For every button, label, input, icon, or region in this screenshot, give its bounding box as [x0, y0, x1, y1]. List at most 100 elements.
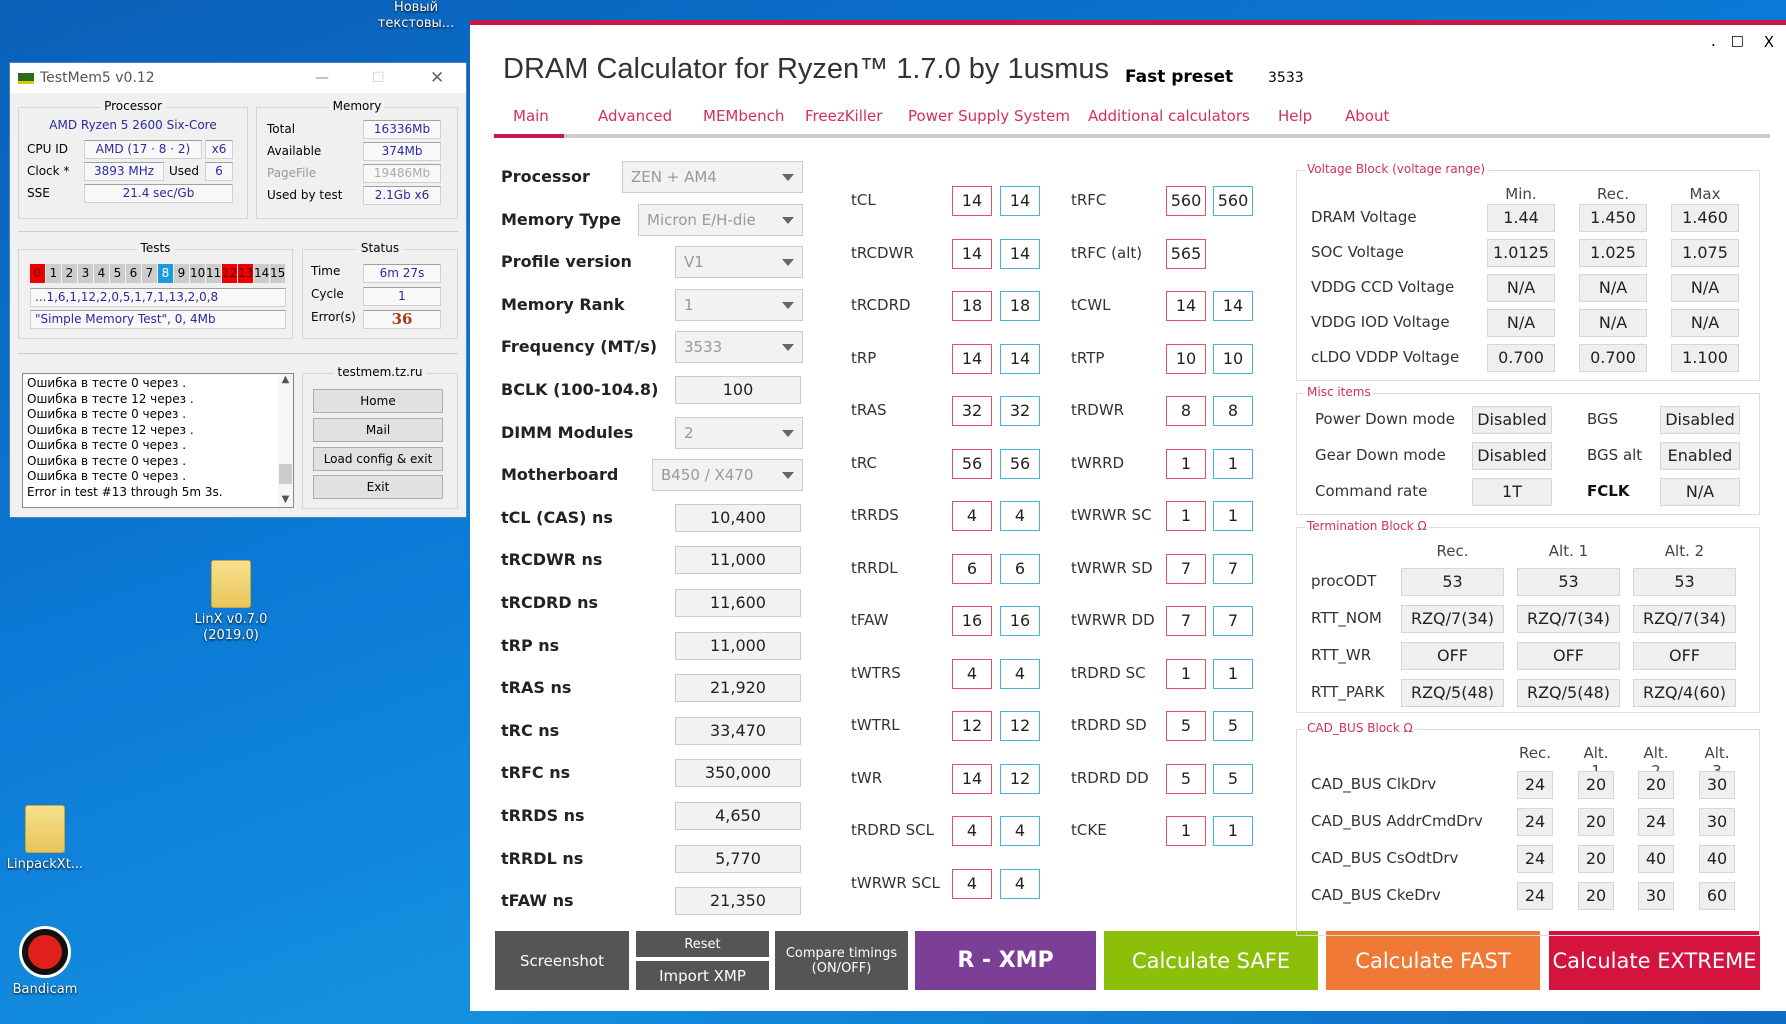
maximize-button[interactable]: □	[1730, 33, 1744, 49]
tab-advanced[interactable]: Advanced	[598, 107, 673, 125]
close-button[interactable]: ✕	[430, 68, 445, 88]
timing-value-alt-tcwl[interactable]: 14	[1213, 291, 1253, 321]
timing-value-alt-twrwr-dd[interactable]: 7	[1213, 606, 1253, 636]
tab-power-supply-system[interactable]: Power Supply System	[908, 107, 1070, 125]
timing-value-alt-trcdwr[interactable]: 14	[1000, 238, 1040, 269]
timing-value-alt-tcke[interactable]: 1	[1213, 816, 1253, 846]
timing-value-alt-tfaw[interactable]: 16	[1000, 606, 1040, 636]
timing-value-trtp[interactable]: 10	[1166, 343, 1206, 374]
tab-help[interactable]: Help	[1278, 107, 1313, 125]
exit-button[interactable]: Exit	[313, 475, 443, 499]
timing-value-tfaw[interactable]: 16	[952, 606, 992, 636]
home-button[interactable]: Home	[313, 389, 443, 413]
timing-value-tcke[interactable]: 1	[1166, 816, 1206, 846]
timing-value-tcwl[interactable]: 14	[1166, 291, 1206, 321]
select-processor[interactable]: ZEN + AM4	[622, 161, 803, 193]
log-list[interactable]: Ошибка в тесте 0 через . Ошибка в тесте 1…	[22, 373, 294, 508]
minimize-button[interactable]: —	[315, 70, 329, 86]
r-xmp-button[interactable]: R - XMP	[915, 931, 1096, 990]
timing-value-alt-tras[interactable]: 32	[1000, 396, 1040, 426]
mail-button[interactable]: Mail	[313, 418, 443, 442]
timing-value-alt-trcdrd[interactable]: 18	[1000, 291, 1040, 321]
timing-value-alt-trtp[interactable]: 10	[1213, 343, 1253, 374]
timing-value-trdwr[interactable]: 8	[1166, 396, 1206, 426]
scrollbar-thumb[interactable]	[279, 464, 292, 484]
tab-about[interactable]: About	[1345, 107, 1390, 125]
input-trrdl[interactable]: 5,770	[675, 844, 801, 873]
minimize-button[interactable]: .	[1710, 31, 1716, 50]
timing-value-tras[interactable]: 32	[952, 396, 992, 426]
timing-value-trdrd-scl[interactable]: 4	[952, 816, 992, 846]
timing-value-alt-twrrd[interactable]: 1	[1213, 448, 1253, 479]
input-bclk[interactable]: 100	[675, 376, 801, 404]
compare-timings-button[interactable]: Compare timings (ON/OFF)	[775, 931, 908, 990]
desktop-icon-linpack[interactable]: LinpackXt...	[0, 805, 90, 873]
select-dimm[interactable]: 2	[675, 416, 803, 449]
input-trp[interactable]: 11,000	[675, 631, 801, 660]
log-scrollbar[interactable]: ▲ ▼	[278, 374, 293, 507]
timing-value-twtrs[interactable]: 4	[952, 658, 992, 689]
timing-value-alt-twrwr-sc[interactable]: 1	[1213, 501, 1253, 531]
import-xmp-button[interactable]: Import XMP	[636, 961, 769, 990]
select-frequency[interactable]: 3533	[675, 331, 803, 364]
timing-value-alt-twtrl[interactable]: 12	[1000, 711, 1040, 741]
calculate-safe-button[interactable]: Calculate SAFE	[1104, 931, 1318, 990]
timing-value-trrdl[interactable]: 6	[952, 553, 992, 584]
desktop-icon-bandicam[interactable]: Bandicam	[0, 926, 90, 998]
tab-membench[interactable]: MEMbench	[703, 107, 785, 125]
tab-additional-calculators[interactable]: Additional calculators	[1088, 107, 1250, 125]
timing-value-alt-trfc[interactable]: 560	[1213, 186, 1253, 216]
input-trrds[interactable]: 4,650	[675, 802, 801, 830]
input-tcl[interactable]: 10,400	[675, 503, 801, 532]
select-memory[interactable]: 1	[675, 288, 803, 321]
timing-value-trcdrd[interactable]: 18	[952, 291, 992, 321]
timing-value-trcdwr[interactable]: 14	[952, 238, 992, 269]
timing-value-alt-trdrd-sc[interactable]: 1	[1213, 658, 1253, 689]
timing-value-trp[interactable]: 14	[952, 343, 992, 374]
input-trcdrd[interactable]: 11,600	[675, 589, 801, 617]
input-trc[interactable]: 33,470	[675, 716, 801, 745]
timing-value-twrwr-sc[interactable]: 1	[1166, 501, 1206, 531]
load-config-exit-button[interactable]: Load config & exit	[313, 447, 443, 471]
timing-value-alt-trrds[interactable]: 4	[1000, 501, 1040, 531]
timing-value-alt-tcl[interactable]: 14	[1000, 186, 1040, 216]
timing-value-alt-twtrs[interactable]: 4	[1000, 658, 1040, 689]
timing-value-trc[interactable]: 56	[952, 448, 992, 479]
timing-value-alt-twrwr-scl[interactable]: 4	[1000, 868, 1040, 899]
timing-value-alt-trdwr[interactable]: 8	[1213, 396, 1253, 426]
close-button[interactable]: X	[1763, 33, 1774, 51]
input-trfc[interactable]: 350,000	[675, 759, 801, 788]
calculate-extreme-button[interactable]: Calculate EXTREME	[1549, 931, 1760, 990]
tab-main[interactable]: Main	[513, 107, 549, 125]
timing-value-twtrl[interactable]: 12	[952, 711, 992, 741]
input-trcdwr[interactable]: 11,000	[675, 546, 801, 575]
calculate-fast-button[interactable]: Calculate FAST	[1326, 931, 1540, 990]
timing-value-alt-trp[interactable]: 14	[1000, 343, 1040, 374]
timing-value-tcl[interactable]: 14	[952, 186, 992, 216]
timing-value-twrwr-dd[interactable]: 7	[1166, 606, 1206, 636]
screenshot-button[interactable]: Screenshot	[495, 931, 629, 990]
timing-value-twrwr-scl[interactable]: 4	[952, 868, 992, 899]
tab-freezkiller[interactable]: FreezKiller	[805, 107, 883, 125]
timing-value-trdrd-dd[interactable]: 5	[1166, 763, 1206, 794]
reset-button[interactable]: Reset	[636, 931, 769, 957]
desktop-icon-new-text[interactable]: Новый текстовы...	[370, 0, 462, 32]
timing-value-twr[interactable]: 14	[952, 763, 992, 794]
timing-value-twrrd[interactable]: 1	[1166, 448, 1206, 479]
timing-value-alt-trrdl[interactable]: 6	[1000, 553, 1040, 584]
timing-value-alt-twrwr-sd[interactable]: 7	[1213, 553, 1253, 584]
select-motherboard[interactable]: B450 / X470	[652, 459, 803, 492]
timing-value-trdrd-sd[interactable]: 5	[1166, 711, 1206, 741]
timing-value-twrwr-sd[interactable]: 7	[1166, 553, 1206, 584]
select-profile[interactable]: V1	[675, 246, 803, 279]
timing-value-trrds[interactable]: 4	[952, 501, 992, 531]
input-tras[interactable]: 21,920	[675, 674, 801, 703]
timing-value-alt-trc[interactable]: 56	[1000, 448, 1040, 479]
timing-value-trfc[interactable]: 560	[1166, 186, 1206, 216]
select-memory[interactable]: Micron E/H-die	[638, 203, 803, 236]
input-tfaw[interactable]: 21,350	[675, 887, 801, 916]
timing-value-trdrd-sc[interactable]: 1	[1166, 658, 1206, 689]
timing-value-alt-twr[interactable]: 12	[1000, 763, 1040, 794]
maximize-button[interactable]: ☐	[372, 70, 385, 86]
desktop-icon-linx[interactable]: LinX v0.7.0 (2019.0)	[186, 560, 276, 644]
